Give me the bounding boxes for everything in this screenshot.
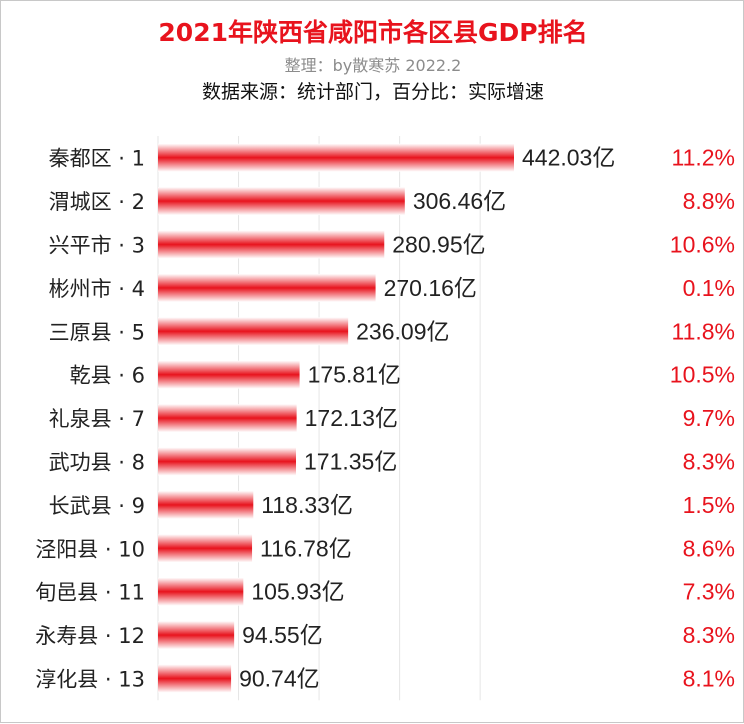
labels: 秦都区 · 1 442.03亿 11.2% 渭城区 · 2 306.46亿 8.8% 兴平市… bbox=[35, 145, 735, 692]
growth-label: 11.8% bbox=[671, 318, 735, 344]
bar bbox=[158, 360, 300, 389]
category-label: 长武县 · 9 bbox=[49, 494, 145, 518]
category-label: 泾阳县 · 10 bbox=[35, 537, 145, 561]
bar bbox=[158, 490, 254, 519]
growth-label: 8.8% bbox=[683, 188, 735, 214]
bar bbox=[158, 404, 297, 433]
value-label: 442.03亿 bbox=[522, 145, 615, 171]
bar bbox=[158, 664, 232, 693]
growth-label: 9.7% bbox=[683, 405, 735, 431]
value-label: 236.09亿 bbox=[356, 318, 449, 344]
growth-label: 0.1% bbox=[683, 275, 735, 301]
category-label: 旬邑县 · 11 bbox=[35, 581, 145, 605]
category-label: 武功县 · 8 bbox=[49, 451, 145, 475]
growth-label: 10.6% bbox=[670, 232, 735, 258]
growth-label: 8.1% bbox=[683, 666, 735, 692]
category-label: 兴平市 · 3 bbox=[49, 234, 145, 258]
bar bbox=[158, 534, 253, 563]
value-label: 270.16亿 bbox=[384, 275, 477, 301]
bars bbox=[158, 143, 514, 693]
bar bbox=[158, 317, 349, 346]
value-label: 175.81亿 bbox=[308, 362, 401, 388]
value-label: 105.93亿 bbox=[251, 579, 344, 605]
chart-subtitle: 整理：by散寒苏 2022.2 bbox=[284, 56, 462, 75]
growth-label: 8.3% bbox=[683, 449, 735, 475]
value-label: 172.13亿 bbox=[305, 405, 398, 431]
growth-label: 10.5% bbox=[670, 362, 735, 388]
bar bbox=[158, 143, 514, 172]
growth-label: 1.5% bbox=[683, 492, 735, 518]
value-label: 116.78亿 bbox=[260, 535, 352, 561]
growth-label: 7.3% bbox=[683, 579, 735, 605]
bar bbox=[158, 447, 297, 476]
category-label: 淳化县 · 13 bbox=[35, 668, 145, 692]
category-label: 彬州市 · 4 bbox=[49, 277, 145, 301]
category-label: 秦都区 · 1 bbox=[49, 147, 145, 171]
value-label: 94.55亿 bbox=[242, 622, 323, 648]
source-note: 数据来源：统计部门，百分比：实际增速 bbox=[201, 81, 544, 103]
category-label: 永寿县 · 12 bbox=[35, 624, 145, 648]
value-label: 306.46亿 bbox=[413, 188, 506, 214]
value-label: 90.74亿 bbox=[239, 666, 320, 692]
bar bbox=[158, 187, 405, 216]
value-label: 280.95亿 bbox=[392, 232, 485, 258]
value-label: 171.35亿 bbox=[304, 449, 397, 475]
growth-label: 11.2% bbox=[671, 145, 735, 171]
category-label: 礼泉县 · 7 bbox=[49, 407, 145, 431]
bar bbox=[158, 230, 385, 259]
value-label: 118.33亿 bbox=[261, 492, 353, 518]
growth-label: 8.3% bbox=[683, 622, 735, 648]
bar bbox=[158, 621, 235, 650]
bar bbox=[158, 273, 376, 302]
growth-label: 8.6% bbox=[683, 535, 735, 561]
chart-title: 2021年陕西省咸阳市各区县GDP排名 bbox=[158, 18, 588, 47]
category-label: 三原县 · 5 bbox=[49, 320, 145, 344]
category-label: 渭城区 · 2 bbox=[49, 190, 145, 214]
category-label: 乾县 · 6 bbox=[70, 364, 145, 388]
bar bbox=[158, 577, 244, 606]
